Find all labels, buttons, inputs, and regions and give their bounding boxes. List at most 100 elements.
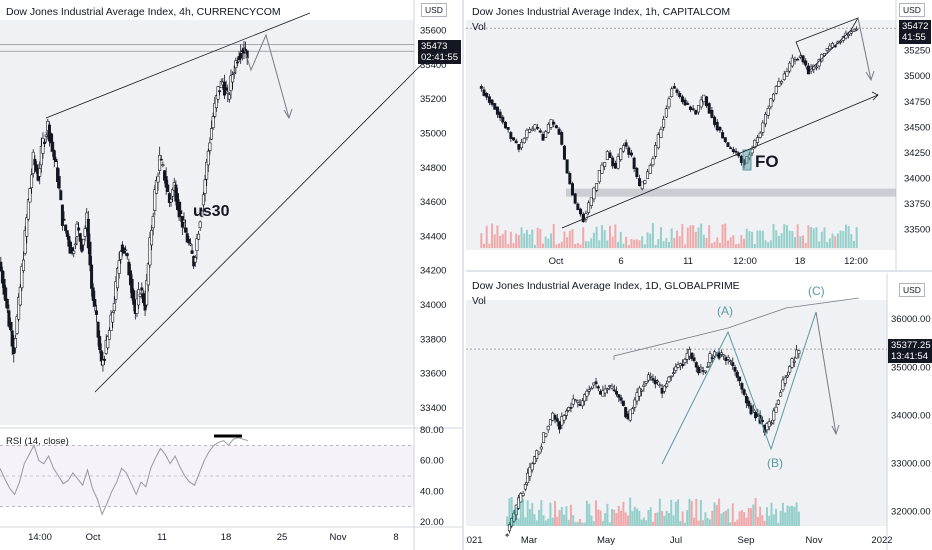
volume-bar xyxy=(574,244,577,248)
volume-bar xyxy=(852,240,855,248)
candle-body xyxy=(158,154,162,171)
volume-bar xyxy=(654,244,657,248)
volume-bar xyxy=(783,224,786,248)
currency-label[interactable]: USD xyxy=(421,3,447,17)
candle-body xyxy=(674,366,678,371)
volume-bar xyxy=(576,521,579,526)
volume-bar xyxy=(683,522,686,526)
currency-label[interactable]: USD xyxy=(899,283,925,297)
candle-body xyxy=(664,108,668,118)
volume-bar xyxy=(738,511,741,526)
candle-body xyxy=(4,287,8,301)
chart-1d[interactable]: 36000.00 35000.00 34000.00 33000.00 32000.00… xyxy=(466,274,932,550)
candle-body xyxy=(579,208,583,215)
candle-body xyxy=(667,98,671,108)
volume-bar xyxy=(761,515,764,526)
x-tick-label: Sep xyxy=(738,535,755,546)
candle-body xyxy=(226,91,230,94)
volume-bar xyxy=(645,520,648,526)
volume-bar xyxy=(640,519,643,526)
candle-body xyxy=(560,132,564,145)
volume-bar xyxy=(480,233,483,248)
candle-body xyxy=(567,407,571,411)
candle-body xyxy=(670,88,674,97)
candle-body xyxy=(610,385,614,389)
candle-body xyxy=(782,73,786,80)
candle-body xyxy=(681,363,685,367)
volume-bar xyxy=(802,235,805,248)
volume-bar xyxy=(662,241,665,248)
y-tick-label: 34250 xyxy=(904,148,930,159)
chart-1h[interactable]: 35250 35000 34750 34500 34250 34000 33750 33500… xyxy=(466,0,932,272)
candle-body xyxy=(619,397,623,401)
volume-bar xyxy=(550,233,553,248)
volume-bar xyxy=(554,500,556,526)
volume-bar xyxy=(681,511,684,526)
volume-bar xyxy=(525,229,528,248)
candle-body xyxy=(34,164,38,172)
candle-body xyxy=(744,395,748,404)
candle-body xyxy=(493,103,497,110)
volume-bar xyxy=(567,519,570,526)
candle-body xyxy=(788,62,792,72)
volume-bar xyxy=(642,517,645,526)
candle-body xyxy=(761,122,765,133)
volume-bar xyxy=(533,514,536,526)
chart-4h[interactable]: 35600 35400 35200 35000 34800 34600 34400 34200… xyxy=(0,0,464,550)
currency-label[interactable]: USD xyxy=(899,3,925,17)
candle-body xyxy=(522,138,526,143)
x-tick-label: 14:00 xyxy=(28,532,52,543)
volume-bar xyxy=(697,227,700,248)
volume-bar xyxy=(595,500,598,526)
rsi-tick-label: 60.00 xyxy=(420,456,444,467)
candle-body xyxy=(93,298,97,307)
volume-bar xyxy=(828,238,831,248)
fo-annotation[interactable]: FO xyxy=(755,152,779,171)
volume-bar xyxy=(791,505,794,526)
candle-body xyxy=(649,375,653,378)
volume-bar xyxy=(807,225,810,248)
volume-bar xyxy=(697,520,700,526)
candle-body xyxy=(694,109,698,115)
candle-body xyxy=(612,389,616,392)
panel-1h-capitalcom[interactable]: 35250 35000 34750 34500 34250 34000 33750 33500… xyxy=(466,0,932,272)
volume-bar xyxy=(568,230,571,248)
candle-body xyxy=(619,148,623,161)
candle-body xyxy=(485,92,489,98)
panel-1d-globalprime[interactable]: 36000.00 35000.00 34000.00 33000.00 32000.00… xyxy=(466,274,932,550)
panel-4h-currencycom[interactable]: 35600 35400 35200 35000 34800 34600 34400 34200… xyxy=(0,0,464,550)
candle-body xyxy=(151,216,155,229)
candle-body xyxy=(659,128,663,138)
projection-path xyxy=(857,17,872,81)
x-tick-label: Oct xyxy=(86,532,101,543)
wave-a-label[interactable]: (A) xyxy=(717,304,733,318)
volume-bar xyxy=(626,515,629,526)
candle-body xyxy=(683,359,687,363)
candle-body xyxy=(67,236,71,247)
candle-body xyxy=(589,197,593,207)
wave-c-label[interactable]: (C) xyxy=(808,284,825,298)
candle-body xyxy=(772,410,776,421)
volume-bar xyxy=(566,237,569,248)
volume-bar xyxy=(716,237,719,248)
x-tick-label: Mar xyxy=(521,535,537,546)
candle-body xyxy=(798,55,802,58)
volume-bar xyxy=(601,520,604,526)
countdown-value: 13:41:54 xyxy=(891,351,928,362)
volume-bar xyxy=(523,233,526,248)
volume-bar xyxy=(508,498,511,526)
us30-annotation[interactable]: us30 xyxy=(193,203,230,220)
volume-bar xyxy=(834,236,837,248)
volume-bar xyxy=(619,231,622,248)
volume-bar xyxy=(617,505,620,526)
wave-b-label[interactable]: (B) xyxy=(767,456,783,470)
x-tick-label: 2022 xyxy=(871,535,892,546)
candle-body xyxy=(643,180,647,184)
candle-body xyxy=(632,157,636,169)
candle-body xyxy=(686,103,690,105)
volume-bar xyxy=(606,240,609,248)
volume-bar xyxy=(512,242,515,248)
volume-bar xyxy=(779,510,782,526)
plot-area xyxy=(466,300,887,526)
rsi-label[interactable]: RSI (14, close) xyxy=(6,436,69,447)
